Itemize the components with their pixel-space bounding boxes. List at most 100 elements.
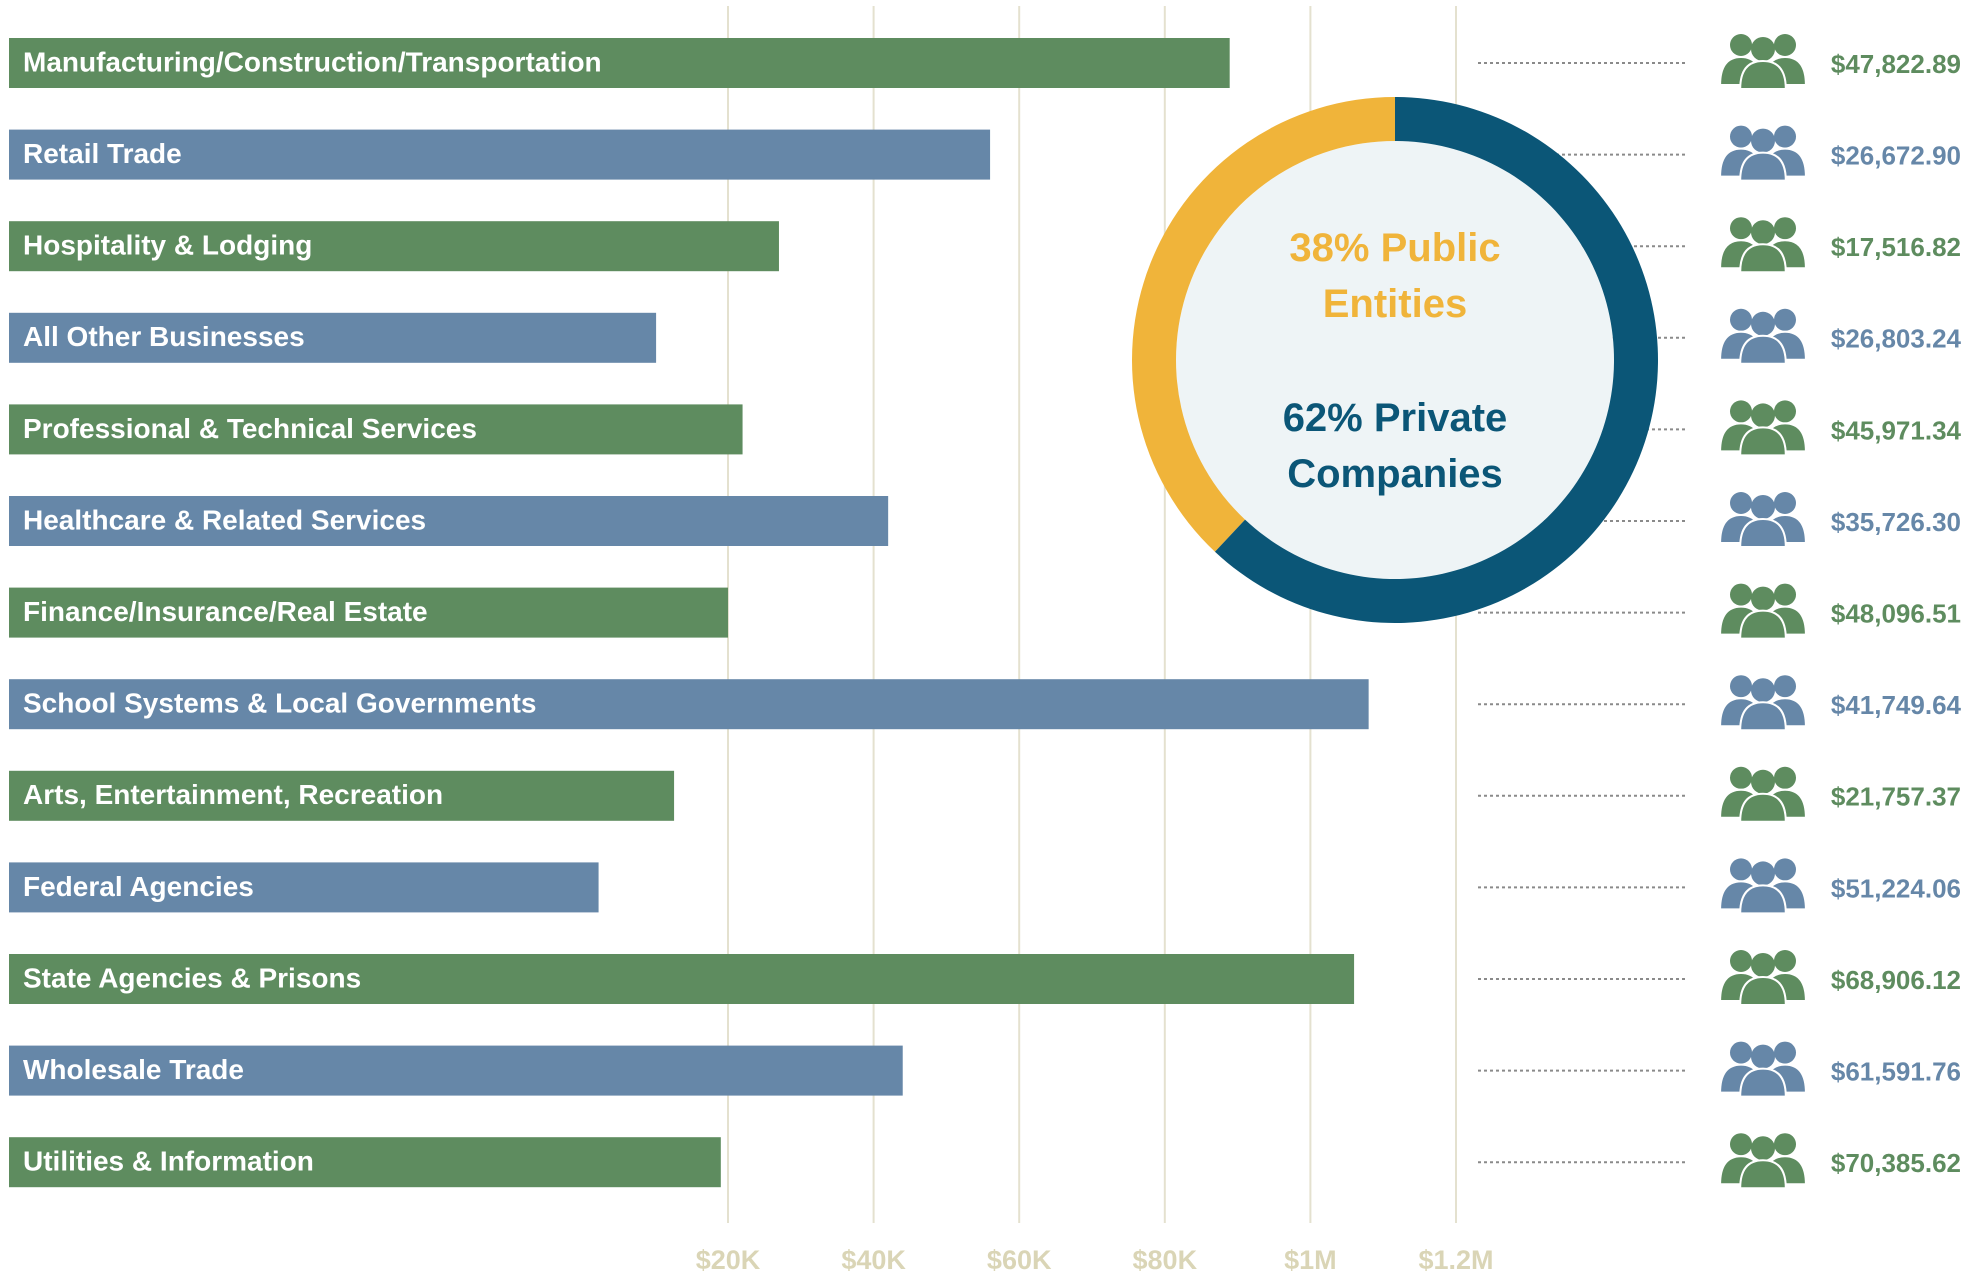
bar-label: Wholesale Trade xyxy=(23,1054,244,1085)
icon-head xyxy=(1730,308,1752,331)
people-icon xyxy=(1719,217,1807,274)
icon-body xyxy=(1739,334,1787,365)
icon-head xyxy=(1774,34,1796,56)
bar xyxy=(9,496,889,546)
amount-label: $61,591.76 xyxy=(1831,1056,1961,1086)
icon-head xyxy=(1751,861,1775,886)
icon-head xyxy=(1774,492,1796,514)
x-tick-label: $40K xyxy=(841,1245,906,1275)
icon-body xyxy=(1739,1159,1787,1190)
icon-body xyxy=(1739,609,1787,640)
bar-label: Arts, Entertainment, Recreation xyxy=(23,779,443,810)
donut-slice xyxy=(1214,97,1659,623)
people-icon xyxy=(1719,125,1807,182)
bar-label: Healthcare & Related Services xyxy=(23,504,426,535)
icon-body xyxy=(1739,1067,1787,1098)
bar xyxy=(9,38,1230,88)
people-icon xyxy=(1719,400,1807,457)
icon-head xyxy=(1774,125,1796,148)
bar-label: Finance/Insurance/Real Estate xyxy=(23,596,428,627)
amount-label: $35,726.30 xyxy=(1831,507,1961,537)
amount-label: $26,672.90 xyxy=(1831,140,1961,170)
icon-head xyxy=(1774,858,1796,881)
donut-label: 62% Private Companies xyxy=(1230,390,1560,502)
icon-head xyxy=(1730,766,1752,789)
icon-head xyxy=(1751,1136,1775,1161)
bar-label: Professional & Technical Services xyxy=(23,413,477,444)
amount-label: $70,385.62 xyxy=(1831,1148,1961,1178)
bar xyxy=(9,1045,903,1096)
icon-head xyxy=(1751,37,1775,61)
bar-label: Manufacturing/Construction/Transportatio… xyxy=(23,46,602,77)
people-icon xyxy=(1719,34,1807,90)
donut-slice xyxy=(1132,97,1395,552)
icon-body xyxy=(1739,59,1787,90)
amount-label: $48,096.51 xyxy=(1831,598,1961,628)
bar xyxy=(9,129,991,180)
icon-head xyxy=(1774,1041,1796,1064)
bar xyxy=(9,404,743,455)
icon-head xyxy=(1730,950,1752,972)
icon-head xyxy=(1730,400,1752,423)
people-icon xyxy=(1719,766,1807,823)
icon-head xyxy=(1751,220,1775,245)
amount-label: $51,224.06 xyxy=(1831,873,1961,903)
icon-head xyxy=(1751,953,1775,977)
people-icon xyxy=(1719,858,1807,915)
bar xyxy=(9,587,728,638)
icon-head xyxy=(1774,950,1796,972)
icon-head xyxy=(1730,858,1752,881)
people-icon xyxy=(1719,1041,1807,1098)
bar-label: Utilities & Information xyxy=(23,1146,314,1177)
people-icon xyxy=(1719,308,1807,365)
icon-body xyxy=(1739,517,1787,548)
icon-head xyxy=(1730,675,1752,698)
icon-body xyxy=(1739,884,1787,915)
icon-body xyxy=(1739,792,1787,823)
bar-label: State Agencies & Prisons xyxy=(23,962,361,993)
amount-label: $68,906.12 xyxy=(1831,965,1961,995)
bar-label: School Systems & Local Governments xyxy=(23,688,537,719)
icon-head xyxy=(1751,128,1775,153)
icon-head xyxy=(1730,1041,1752,1064)
x-tick-label: $80K xyxy=(1133,1245,1198,1275)
icon-head xyxy=(1730,34,1752,56)
value-label: 38% xyxy=(1289,226,1370,270)
people-icon xyxy=(1719,492,1807,548)
x-tick-label: $1.2M xyxy=(1418,1245,1493,1275)
bar xyxy=(9,312,657,363)
icon-body xyxy=(1739,243,1787,274)
bar-label: Retail Trade xyxy=(23,138,182,169)
icon-head xyxy=(1751,495,1775,519)
category-label: Public Entities xyxy=(1322,226,1501,326)
bar xyxy=(9,221,779,272)
icon-head xyxy=(1751,586,1775,611)
donut-center xyxy=(1176,141,1614,579)
icon-body xyxy=(1739,701,1787,732)
amount-label: $17,516.82 xyxy=(1831,232,1961,262)
icon-head xyxy=(1774,1133,1796,1156)
bar-label: Hospitality & Lodging xyxy=(23,230,312,261)
bar xyxy=(9,770,675,821)
amount-label: $41,749.64 xyxy=(1831,690,1962,720)
bar-label: Federal Agencies xyxy=(23,871,254,902)
icon-head xyxy=(1730,1133,1752,1156)
icon-head xyxy=(1730,492,1752,514)
icon-head xyxy=(1730,217,1752,240)
people-icon xyxy=(1719,1133,1807,1190)
icon-head xyxy=(1730,125,1752,148)
x-tick-label: $20K xyxy=(696,1245,761,1275)
icon-head xyxy=(1751,769,1775,794)
icon-head xyxy=(1751,1044,1775,1069)
icon-head xyxy=(1751,678,1775,703)
icon-head xyxy=(1774,583,1796,606)
people-icon xyxy=(1719,675,1807,732)
people-icon xyxy=(1719,950,1807,1006)
icon-head xyxy=(1774,217,1796,240)
amount-label: $47,822.89 xyxy=(1831,49,1961,79)
icon-head xyxy=(1774,308,1796,331)
value-label: 62% xyxy=(1282,396,1363,440)
bar xyxy=(9,862,599,913)
amount-label: $21,757.37 xyxy=(1831,782,1961,812)
